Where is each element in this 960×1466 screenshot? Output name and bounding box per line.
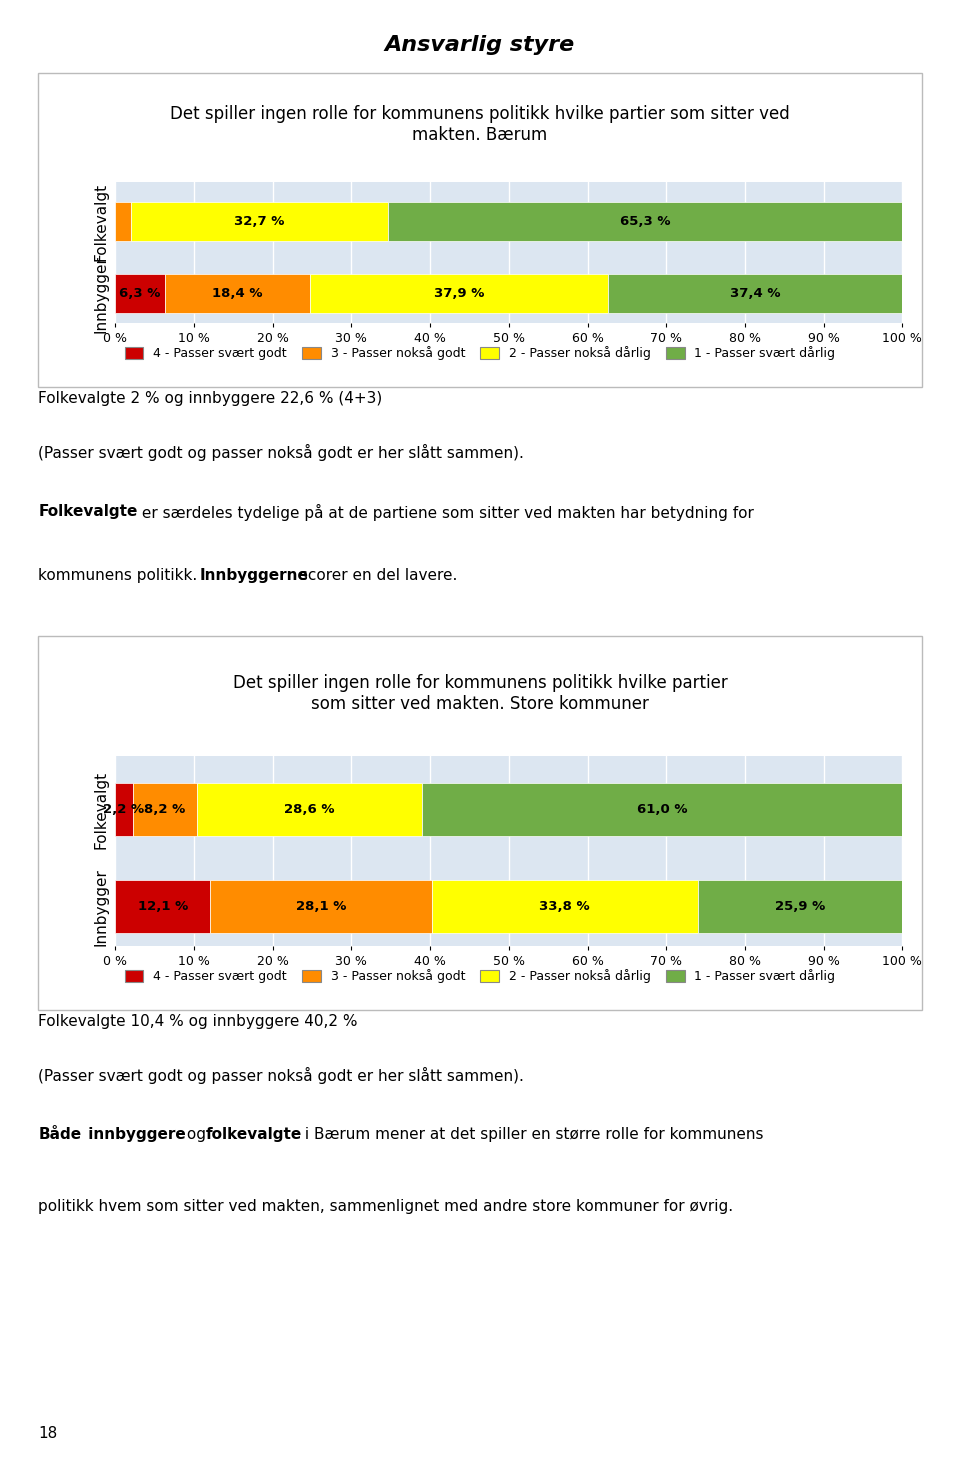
Text: 28,6 %: 28,6 % bbox=[284, 803, 335, 817]
Text: Det spiller ingen rolle for kommunens politikk hvilke partier
som sitter ved mak: Det spiller ingen rolle for kommunens po… bbox=[232, 674, 728, 712]
Bar bbox=[210, 880, 432, 934]
Text: Både: Både bbox=[38, 1127, 82, 1142]
Text: 61,0 %: 61,0 % bbox=[637, 803, 687, 817]
Bar bbox=[608, 274, 902, 314]
Bar bbox=[131, 202, 389, 242]
Text: 65,3 %: 65,3 % bbox=[620, 216, 671, 229]
Legend: 4 - Passer svært godt, 3 - Passer nokså godt, 2 - Passer nokså dårlig, 1 - Passe: 4 - Passer svært godt, 3 - Passer nokså … bbox=[119, 965, 841, 988]
Text: i Bærum mener at det spiller en større rolle for kommunens: i Bærum mener at det spiller en større r… bbox=[300, 1127, 763, 1142]
Bar bbox=[115, 783, 132, 837]
Text: 37,9 %: 37,9 % bbox=[434, 287, 484, 301]
Text: er særdeles tydelige på at de partiene som sitter ved makten har betydning for: er særdeles tydelige på at de partiene s… bbox=[137, 504, 755, 522]
Bar bbox=[432, 880, 698, 934]
Legend: 4 - Passer svært godt, 3 - Passer nokså godt, 2 - Passer nokså dårlig, 1 - Passe: 4 - Passer svært godt, 3 - Passer nokså … bbox=[119, 342, 841, 365]
Text: Det spiller ingen rolle for kommunens politikk hvilke partier som sitter ved
mak: Det spiller ingen rolle for kommunens po… bbox=[170, 106, 790, 144]
Bar bbox=[698, 880, 901, 934]
Text: Folkevalgte 2 % og innbyggere 22,6 % (4+3): Folkevalgte 2 % og innbyggere 22,6 % (4+… bbox=[38, 391, 383, 406]
Text: kommunens politikk.: kommunens politikk. bbox=[38, 567, 203, 583]
Text: (Passer svært godt og passer nokså godt er her slått sammen).: (Passer svært godt og passer nokså godt … bbox=[38, 444, 524, 462]
Text: 6,3 %: 6,3 % bbox=[119, 287, 160, 301]
Text: 18: 18 bbox=[38, 1425, 58, 1441]
Bar bbox=[132, 783, 197, 837]
Bar bbox=[197, 783, 422, 837]
Text: Ansvarlig styre: Ansvarlig styre bbox=[385, 35, 575, 56]
Text: Innbyggerne: Innbyggerne bbox=[200, 567, 309, 583]
Text: 28,1 %: 28,1 % bbox=[296, 900, 347, 913]
Bar bbox=[310, 274, 608, 314]
Text: 33,8 %: 33,8 % bbox=[540, 900, 590, 913]
Text: 32,7 %: 32,7 % bbox=[234, 216, 285, 229]
Text: 8,2 %: 8,2 % bbox=[144, 803, 185, 817]
Text: Folkevalgte 10,4 % og innbyggere 40,2 %: Folkevalgte 10,4 % og innbyggere 40,2 % bbox=[38, 1014, 358, 1029]
Text: politikk hvem som sitter ved makten, sammenlignet med andre store kommuner for ø: politikk hvem som sitter ved makten, sam… bbox=[38, 1199, 733, 1214]
Bar bbox=[422, 783, 902, 837]
Text: 2,2 %: 2,2 % bbox=[104, 803, 144, 817]
Bar bbox=[389, 202, 902, 242]
Text: folkevalgte: folkevalgte bbox=[206, 1127, 302, 1142]
Text: 12,1 %: 12,1 % bbox=[137, 900, 188, 913]
Text: 18,4 %: 18,4 % bbox=[212, 287, 262, 301]
Bar bbox=[115, 880, 210, 934]
Text: (Passer svært godt og passer nokså godt er her slått sammen).: (Passer svært godt og passer nokså godt … bbox=[38, 1067, 524, 1085]
Text: 37,4 %: 37,4 % bbox=[730, 287, 780, 301]
Text: Folkevalgte: Folkevalgte bbox=[38, 504, 138, 519]
Bar bbox=[115, 202, 131, 242]
Bar bbox=[115, 274, 165, 314]
Bar bbox=[165, 274, 310, 314]
Text: og: og bbox=[182, 1127, 211, 1142]
Text: innbyggere: innbyggere bbox=[83, 1127, 185, 1142]
Text: 25,9 %: 25,9 % bbox=[775, 900, 825, 913]
Text: scorer en del lavere.: scorer en del lavere. bbox=[295, 567, 457, 583]
